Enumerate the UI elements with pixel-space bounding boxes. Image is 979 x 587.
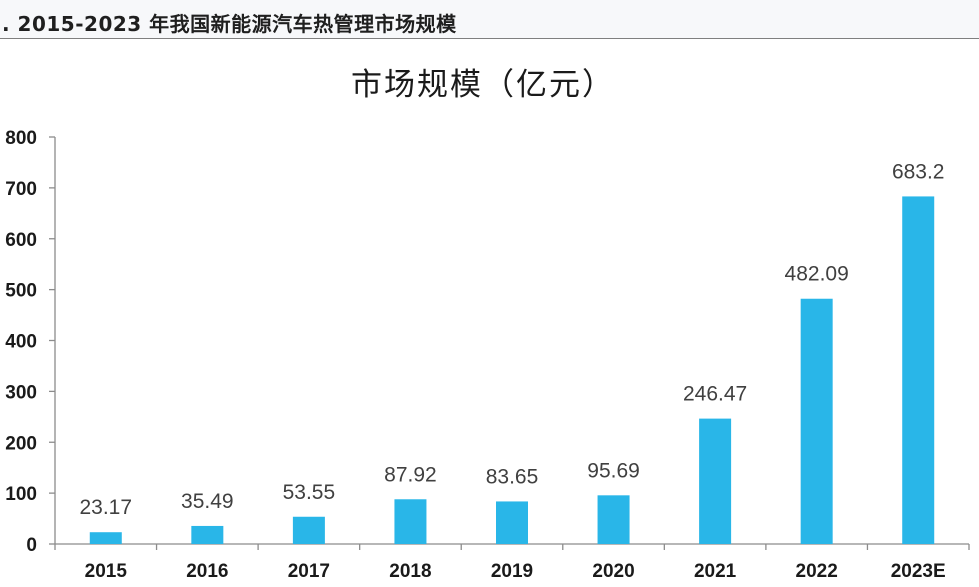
bar [191, 525, 224, 544]
y-tick-label: 500 [5, 281, 37, 302]
figure-caption: . 2015-2023 年我国新能源汽车热管理市场规模 [2, 12, 457, 36]
y-axis: 0 100 200 300 400 500 600 700 800 [5, 128, 56, 556]
y-tick-label: 800 [5, 128, 37, 149]
x-tick-label: 2018 [389, 561, 431, 582]
figure-header: . 2015-2023 年我国新能源汽车热管理市场规模 [0, 0, 979, 39]
y-tick-label: 700 [5, 179, 37, 200]
bar-series [89, 196, 935, 544]
y-tick-label: 200 [5, 433, 37, 454]
bar [699, 418, 732, 544]
bar [800, 298, 833, 544]
y-tick-label: 300 [5, 382, 37, 403]
data-label: 246.47 [683, 383, 747, 406]
bar [394, 499, 427, 544]
data-label: 35.49 [181, 490, 234, 513]
x-tick-label: 2023E [891, 561, 946, 582]
data-labels: 23.17 35.49 53.55 87.92 83.65 95.69 246.47 482.… [79, 160, 944, 519]
x-tick-label: 2015 [85, 561, 128, 582]
x-axis: 2015 2016 2017 2018 2019 2020 2021 2022 2023E [54, 543, 970, 582]
y-tick-label: 600 [5, 230, 37, 251]
y-tick-label: 0 [26, 535, 37, 556]
data-label: 683.2 [892, 160, 945, 183]
data-label: 482.09 [785, 263, 849, 286]
bar [89, 532, 122, 544]
bar [597, 495, 630, 544]
chart-title: 市场规模（亿元） [351, 67, 615, 103]
bar [902, 196, 935, 544]
x-tick-label: 2021 [694, 561, 737, 582]
y-tick-label: 100 [5, 484, 37, 505]
x-tick-label: 2017 [288, 561, 330, 582]
data-label: 23.17 [79, 496, 132, 519]
x-tick-label: 2020 [592, 561, 634, 582]
data-label: 53.55 [283, 481, 336, 504]
data-label: 87.92 [384, 463, 437, 486]
data-label: 83.65 [486, 465, 539, 488]
x-tick-label: 2022 [796, 561, 838, 582]
y-tick-label: 400 [5, 332, 37, 353]
bar [292, 516, 325, 544]
x-tick-label: 2016 [186, 561, 228, 582]
x-tick-label: 2019 [491, 561, 533, 582]
data-label: 95.69 [587, 459, 640, 482]
bar [496, 501, 528, 544]
